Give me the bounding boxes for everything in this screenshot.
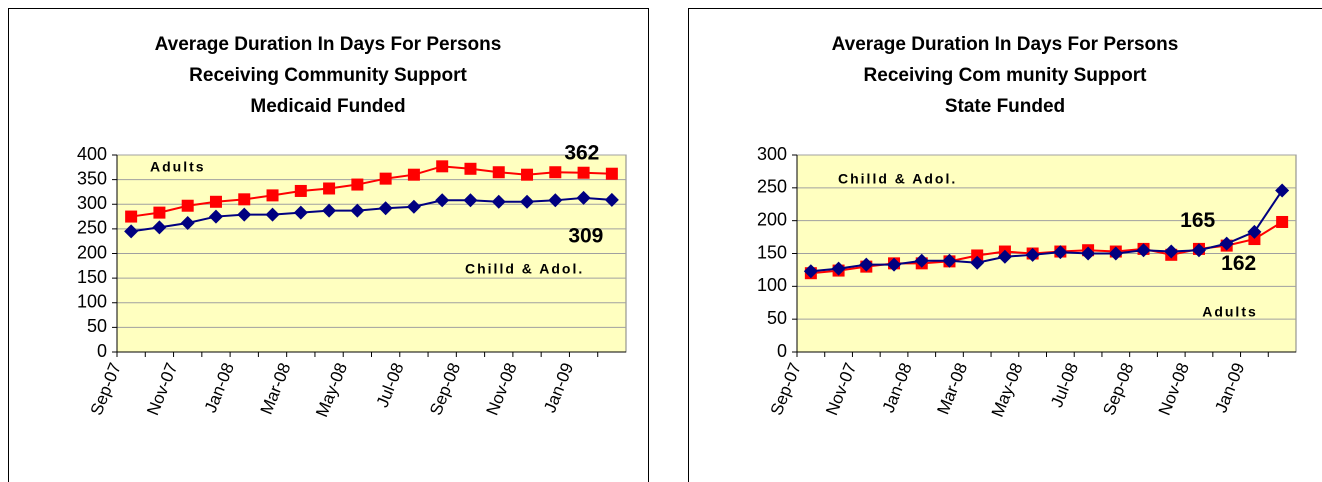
series-name: Adults [150,159,206,175]
y-tick-label: 250 [77,218,107,238]
point-marker [521,168,534,181]
point-marker [803,264,818,279]
point-marker [293,205,308,220]
point-marker [464,162,477,175]
value-label: 362 [564,141,599,164]
point-marker [1248,233,1261,246]
chart-title: Average Duration In Days For Persons [832,34,1179,55]
chart-title: Receiving Community Support [189,65,467,86]
point-marker [238,193,251,206]
y-tick-label: 200 [77,242,107,262]
point-marker [152,220,167,235]
point-marker [577,166,590,179]
y-tick-label: 200 [757,209,787,229]
y-tick-label: 300 [77,193,107,213]
point-marker [153,206,166,219]
y-tick-label: 400 [77,144,107,164]
point-marker [1191,243,1206,258]
point-marker [1136,243,1151,258]
y-tick-label: 0 [97,341,107,361]
point-marker [125,210,138,223]
point-marker [548,193,563,208]
point-marker [294,184,307,197]
point-marker [181,199,194,212]
chart-title: Receiving Com munity Support [864,65,1148,86]
y-tick-label: 350 [77,168,107,188]
point-marker [997,249,1012,264]
y-tick-label: 0 [777,341,787,361]
point-marker [350,203,365,218]
point-marker [942,253,957,268]
point-marker [914,253,929,268]
point-marker [208,209,223,224]
point-marker [407,168,420,181]
point-marker [266,189,279,202]
point-marker [971,249,984,262]
point-marker [265,207,280,222]
point-marker [887,257,902,272]
point-marker [209,195,222,208]
y-tick-label: 50 [87,316,107,336]
y-tick-label: 50 [767,308,787,328]
point-marker [1276,215,1289,228]
point-marker [859,257,874,272]
y-tick-label: 100 [757,275,787,295]
point-marker [379,172,392,185]
point-marker [492,166,505,179]
value-label: 309 [568,224,603,247]
point-marker [322,203,337,218]
chart-title: State Funded [945,96,1065,117]
value-label: 162 [1221,252,1256,275]
series-name: Adults [1202,304,1258,320]
point-marker [435,193,450,208]
point-marker [436,160,449,173]
y-tick-label: 300 [757,144,787,164]
y-tick-label: 250 [757,177,787,197]
point-marker [406,199,421,214]
point-marker [491,194,506,209]
point-marker [831,261,846,276]
point-marker [549,166,562,179]
point-marker [970,255,985,270]
point-marker [1025,247,1040,262]
point-marker [1053,245,1068,260]
point-marker [604,192,619,207]
point-marker [237,207,252,222]
point-marker [180,215,195,230]
point-marker [1219,236,1234,251]
y-tick-label: 150 [77,267,107,287]
chart-title: Medicaid Funded [250,96,405,117]
point-marker [1247,224,1262,239]
point-marker [351,178,364,191]
point-marker [323,182,336,195]
point-marker [520,194,535,209]
series-name: Chilld & Adol. [465,261,584,277]
point-marker [124,224,139,239]
point-marker [463,193,478,208]
point-marker [1275,183,1290,198]
point-marker [605,167,618,180]
value-label: 165 [1180,209,1215,232]
point-marker [1164,244,1179,259]
series-name: Chilld & Adol. [838,171,957,187]
point-marker [378,201,393,216]
y-tick-label: 100 [77,292,107,312]
point-marker [576,190,591,205]
point-marker [1081,246,1096,261]
chart-title: Average Duration In Days For Persons [155,34,502,55]
point-marker [1108,246,1123,261]
y-tick-label: 150 [757,242,787,262]
